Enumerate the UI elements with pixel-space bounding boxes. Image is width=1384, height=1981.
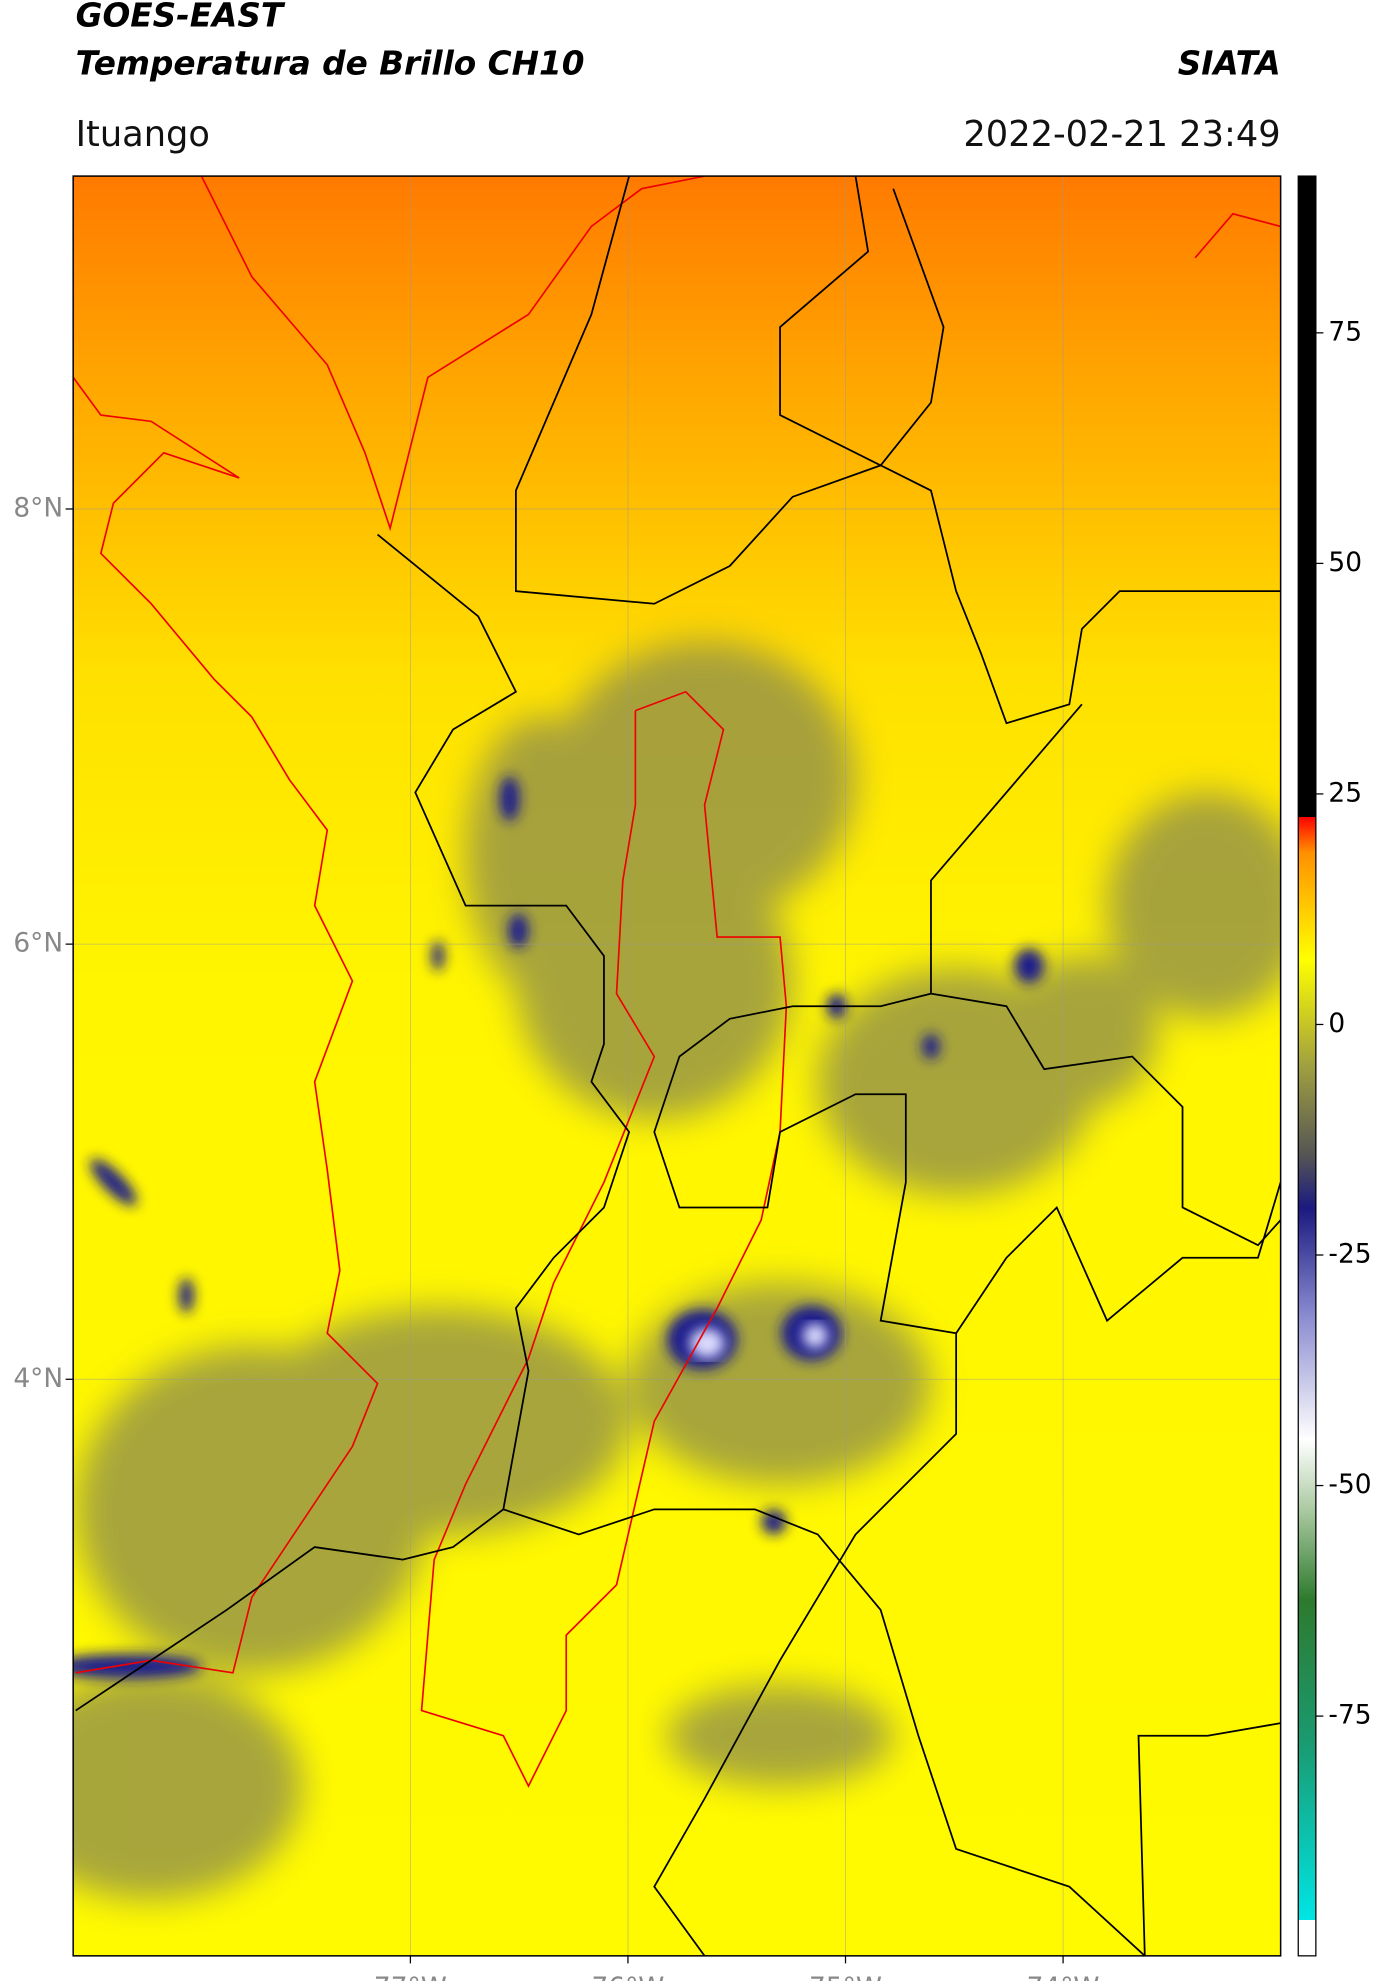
colorbar-ticks: 75 50 25 0 -25 -50 -75 <box>1315 316 1372 1731</box>
coldest-tops <box>689 1323 828 1359</box>
map-frame <box>72 175 1282 1957</box>
x-tick-label: 75°W <box>809 1972 882 1981</box>
colorbar-tick-label: -25 <box>1328 1239 1371 1270</box>
axis-ticks: 77°W 76°W 75°W 74°W 8°N 6°N 4°N <box>13 492 1099 1981</box>
y-tick-label: 6°N <box>13 928 63 959</box>
colorbar-tick-label: 75 <box>1328 316 1362 347</box>
coast-ne <box>1194 212 1281 259</box>
y-tick-label: 4°N <box>13 1363 63 1394</box>
basin-boundary <box>420 690 788 1788</box>
x-tick-label: 77°W <box>374 1972 447 1981</box>
department-boundaries-6 <box>955 1182 1281 1334</box>
colorbar-tick-label: 0 <box>1328 1008 1345 1039</box>
department-boundaries-8 <box>1137 1722 1281 1956</box>
gulf-coast <box>200 176 705 532</box>
department-boundaries-3 <box>653 703 1083 1956</box>
map <box>73 176 1281 1956</box>
clouds <box>73 641 1281 1900</box>
colorbar-tick-label: -75 <box>1328 1700 1371 1731</box>
location: Ituango <box>76 114 210 155</box>
title: GOES-EAST <box>76 0 286 35</box>
coastline <box>73 376 379 1674</box>
subtitle: Temperatura de Brillo CH10 <box>76 44 585 82</box>
colorbar <box>1297 175 1317 1957</box>
department-boundaries-2 <box>515 176 1281 725</box>
department-boundaries-5 <box>779 176 945 467</box>
department-boundaries <box>75 533 631 1712</box>
colorbar-tick-label: 25 <box>1328 777 1362 808</box>
department-boundaries-7 <box>503 1508 1146 1956</box>
colorbar-tick-label: 50 <box>1328 547 1362 578</box>
department-boundaries-4 <box>930 992 1281 1247</box>
x-tick-label: 76°W <box>591 1972 664 1981</box>
x-tick-label: 74°W <box>1027 1972 1100 1981</box>
colorbar-tick-label: -50 <box>1328 1469 1371 1500</box>
org: SIATA <box>1178 44 1281 82</box>
datetime: 2022-02-21 23:49 <box>963 114 1280 155</box>
y-tick-label: 8°N <box>13 492 63 523</box>
